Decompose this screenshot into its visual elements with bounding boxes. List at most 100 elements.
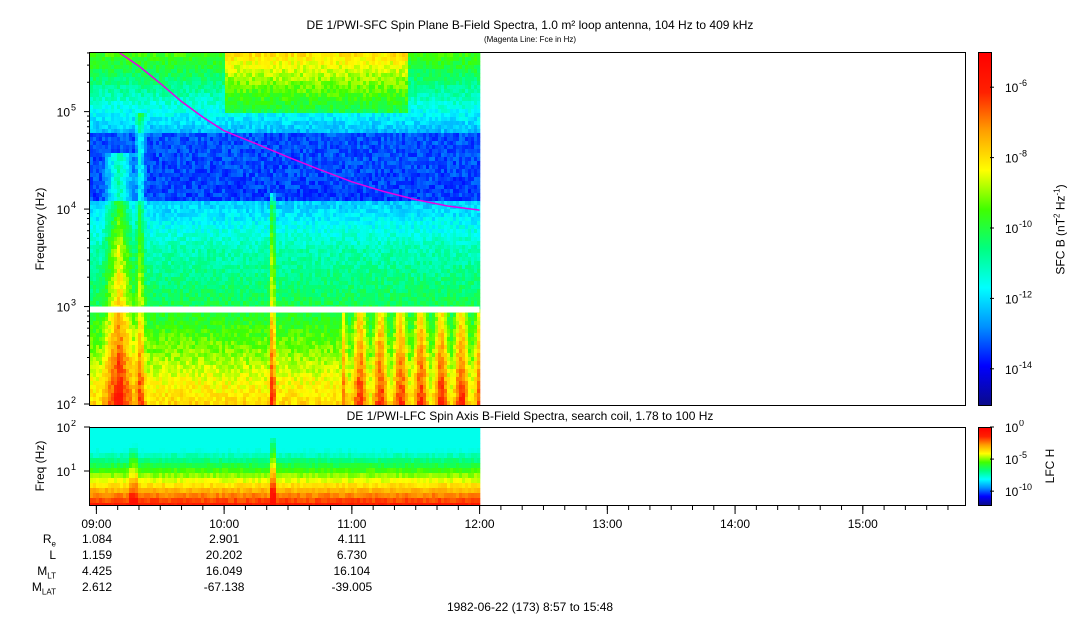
sfc-cell	[138, 89, 142, 94]
sfc-cell	[258, 273, 262, 278]
sfc-cell	[144, 81, 148, 86]
sfc-cell	[162, 77, 166, 82]
sfc-cell	[126, 381, 130, 386]
sfc-cell	[135, 85, 139, 90]
sfc-cell	[132, 53, 136, 58]
sfc-cell	[237, 341, 241, 346]
sfc-cell	[252, 57, 256, 62]
sfc-cell	[153, 285, 157, 290]
sfc-cell	[240, 69, 244, 74]
sfc-cell	[123, 113, 127, 118]
sfc-cell	[117, 349, 121, 354]
sfc-cell	[180, 321, 184, 326]
sfc-cell	[102, 65, 106, 70]
sfc-cell	[219, 349, 223, 354]
sfc-cell	[111, 285, 115, 290]
sfc-cell	[219, 345, 223, 350]
sfc-cell	[258, 161, 262, 166]
sfc-cell	[213, 297, 217, 302]
sfc-cell	[114, 233, 118, 238]
sfc-cell	[123, 169, 127, 174]
sfc-cell	[246, 321, 250, 326]
sfc-cell	[117, 125, 121, 130]
sfc-cell	[132, 109, 136, 114]
sfc-cell	[240, 89, 244, 94]
sfc-cell	[252, 229, 256, 234]
sfc-cell	[183, 77, 187, 82]
sfc-cell	[117, 129, 121, 134]
sfc-cell	[138, 253, 142, 258]
sfc-cell	[102, 129, 106, 134]
sfc-cell	[186, 173, 190, 178]
sfc-cell	[159, 361, 163, 366]
sfc-cell	[165, 273, 169, 278]
sfc-cell	[126, 385, 130, 390]
sfc-cell	[258, 105, 262, 110]
sfc-cell	[219, 109, 223, 114]
sfc-cell	[147, 325, 151, 330]
sfc-cell	[237, 221, 241, 226]
sfc-cell	[246, 277, 250, 282]
sfc-cell	[141, 53, 145, 58]
sfc-cell	[234, 265, 238, 270]
sfc-cell	[219, 173, 223, 178]
sfc-cell	[222, 121, 226, 126]
sfc-cell	[135, 401, 139, 405]
sfc-cell	[171, 197, 175, 202]
sfc-cell	[222, 389, 226, 394]
sfc-cell	[99, 221, 103, 226]
sfc-cell	[108, 381, 112, 386]
sfc-cell	[240, 193, 244, 198]
sfc-cell	[219, 373, 223, 378]
sfc-cell	[219, 385, 223, 390]
sfc-cell	[234, 161, 238, 166]
sfc-cell	[216, 277, 220, 282]
sfc-cell	[231, 109, 235, 114]
sfc-cell	[216, 89, 220, 94]
sfc-cell	[189, 57, 193, 62]
sfc-cell	[249, 141, 253, 146]
sfc-cell	[183, 245, 187, 250]
sfc-cell	[249, 357, 253, 362]
sfc-cell	[174, 77, 178, 82]
sfc-cell	[243, 245, 247, 250]
sfc-cell	[153, 185, 157, 190]
sfc-cell	[108, 269, 112, 274]
sfc-cell	[114, 89, 118, 94]
sfc-cell	[255, 261, 259, 266]
sfc-cell	[195, 113, 199, 118]
sfc-cell	[168, 125, 172, 130]
sfc-cell	[234, 357, 238, 362]
sfc-cell	[180, 393, 184, 398]
sfc-cell	[225, 265, 229, 270]
sfc-cell	[210, 61, 214, 66]
sfc-cell	[165, 229, 169, 234]
sfc-cell	[204, 221, 208, 226]
sfc-cell	[159, 173, 163, 178]
sfc-cell	[117, 333, 121, 338]
sfc-cell	[192, 301, 196, 306]
sfc-cell	[159, 189, 163, 194]
sfc-cell	[240, 317, 244, 322]
sfc-cell	[126, 253, 130, 258]
sfc-cell	[177, 301, 181, 306]
sfc-cell	[111, 81, 115, 86]
sfc-cell	[132, 345, 136, 350]
sfc-cell	[225, 273, 229, 278]
sfc-cell	[156, 377, 160, 382]
sfc-cell	[195, 65, 199, 70]
sfc-cell	[114, 401, 118, 405]
sfc-cell	[111, 253, 115, 258]
sfc-cell	[252, 213, 256, 218]
sfc-cell	[216, 357, 220, 362]
sfc-cell	[150, 377, 154, 382]
sfc-cell	[189, 109, 193, 114]
sfc-cell	[150, 261, 154, 266]
sfc-cell	[240, 265, 244, 270]
sfc-cell	[207, 85, 211, 90]
sfc-cell	[222, 357, 226, 362]
sfc-cell	[213, 293, 217, 298]
sfc-cell	[168, 177, 172, 182]
sfc-cell	[225, 341, 229, 346]
sfc-cell	[213, 205, 217, 210]
